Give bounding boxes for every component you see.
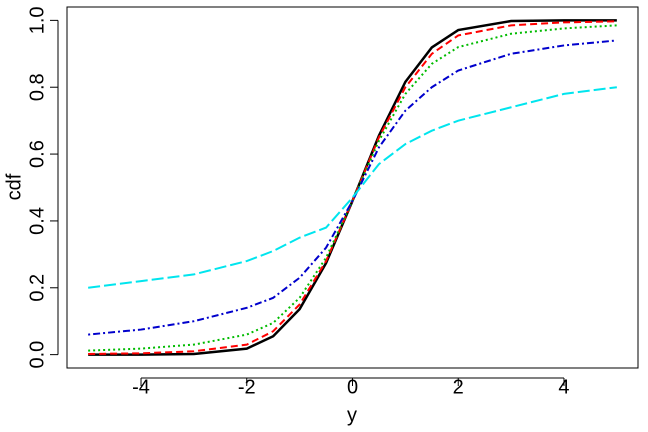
x-axis-label: y (347, 404, 357, 426)
y-tick-label: 0.6 (26, 140, 48, 168)
x-tick-label: 0 (347, 376, 358, 398)
cdf-line (88, 86, 617, 289)
y-tick-label: 0.0 (26, 341, 48, 369)
cdf-line (88, 39, 617, 336)
x-tick-label: 4 (558, 376, 569, 398)
x-tick-label: -2 (238, 376, 256, 398)
cdf-line (88, 24, 617, 352)
y-axis-label: cdf (3, 173, 25, 200)
x-tick-label: 2 (453, 376, 464, 398)
y-tick-label: 1.0 (26, 6, 48, 34)
x-tick-label: -4 (132, 376, 150, 398)
cdf-line (88, 20, 617, 355)
cdf-line (88, 19, 617, 356)
plot-box (66, 6, 639, 369)
y-tick-label: 0.2 (26, 274, 48, 302)
y-tick-label: 0.4 (26, 207, 48, 235)
y-tick-label: 0.8 (26, 73, 48, 101)
